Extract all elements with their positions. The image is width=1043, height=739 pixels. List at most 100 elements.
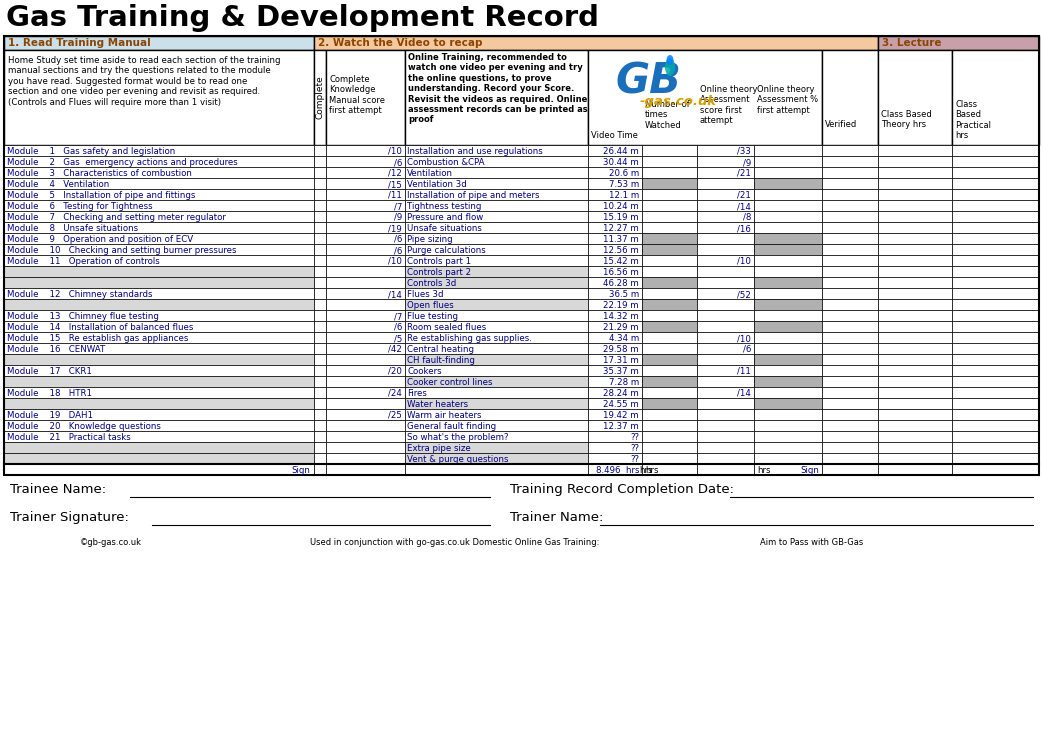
Bar [952,321,1039,332]
Bar [326,50,405,145]
Bar [405,266,588,277]
Bar [754,299,822,310]
Text: /11: /11 [388,191,402,200]
Bar [697,387,754,398]
Text: 11.37 m: 11.37 m [603,235,639,244]
Text: Ventilation 3d: Ventilation 3d [407,180,467,189]
Bar [314,299,326,310]
Bar [642,145,697,156]
Bar [642,332,697,343]
Bar [952,211,1039,222]
Bar [754,398,822,409]
Bar [754,332,822,343]
Text: /6: /6 [393,323,402,332]
Bar [405,310,588,321]
Bar [878,464,952,475]
Text: /21: /21 [737,191,751,200]
Text: Trainer Signature:: Trainer Signature: [10,511,129,524]
Bar [4,442,314,453]
Bar [4,233,314,244]
Bar [4,464,314,475]
Bar [822,233,878,244]
Bar [405,420,588,431]
Bar [314,354,326,365]
Bar [642,420,697,431]
Bar [326,332,405,343]
Bar [326,420,405,431]
Bar [754,178,822,189]
Bar [314,233,326,244]
Bar [754,376,822,387]
Text: 36.5 m: 36.5 m [609,290,639,299]
Bar [878,211,952,222]
Bar [314,288,326,299]
Text: /52: /52 [737,290,751,299]
Bar [642,387,697,398]
Bar [697,244,754,255]
Bar [326,200,405,211]
Bar [588,189,642,200]
Bar [4,277,314,288]
Text: /5: /5 [393,334,402,343]
Bar [588,343,642,354]
Text: Module    9   Operation and position of ECV: Module 9 Operation and position of ECV [7,235,193,244]
Text: Vent & purge questions: Vent & purge questions [407,455,509,464]
Bar [952,244,1039,255]
Bar [642,299,697,310]
Bar [822,244,878,255]
Bar [878,266,952,277]
Bar [878,145,952,156]
Text: Water heaters: Water heaters [407,400,468,409]
Bar [754,464,822,475]
Bar [697,189,754,200]
Bar [405,255,588,266]
Text: 7.53 m: 7.53 m [609,180,639,189]
Bar [878,398,952,409]
Text: 3. Lecture: 3. Lecture [882,38,942,48]
Text: Pressure and flow: Pressure and flow [407,213,483,222]
Bar [642,310,697,321]
Bar [822,420,878,431]
Bar [878,365,952,376]
Bar [405,200,588,211]
Bar [405,431,588,442]
Text: Number of
times
Watched: Number of times Watched [645,100,689,130]
Bar [588,222,642,233]
Text: Module    7   Checking and setting meter regulator: Module 7 Checking and setting meter regu… [7,213,226,222]
Bar [326,244,405,255]
Bar [878,222,952,233]
Bar [952,431,1039,442]
Text: General fault finding: General fault finding [407,422,496,431]
Bar [588,398,642,409]
Bar [326,409,405,420]
Bar [314,189,326,200]
Bar [588,376,642,387]
Bar [326,255,405,266]
Bar [326,343,405,354]
Bar [822,321,878,332]
Bar [4,310,314,321]
Bar [878,321,952,332]
Text: 14.32 m: 14.32 m [603,312,639,321]
Bar [588,409,642,420]
Bar [4,36,314,50]
Bar [878,442,952,453]
Bar [642,442,697,453]
Text: 8.496  hrs: 8.496 hrs [596,466,639,475]
Bar [697,354,754,365]
Bar [326,233,405,244]
Text: CH fault-finding: CH fault-finding [407,356,475,365]
Text: Extra pipe size: Extra pipe size [407,444,470,453]
Bar [588,310,642,321]
Bar [697,255,754,266]
Text: ??: ?? [630,455,639,464]
Text: 24.55 m: 24.55 m [603,400,639,409]
Bar [754,233,822,244]
Bar [405,464,588,475]
Bar [326,178,405,189]
Text: 12.27 m: 12.27 m [603,224,639,233]
Bar [314,244,326,255]
Bar [642,288,697,299]
Bar [405,343,588,354]
Text: Gas Training & Development Record: Gas Training & Development Record [6,4,599,32]
